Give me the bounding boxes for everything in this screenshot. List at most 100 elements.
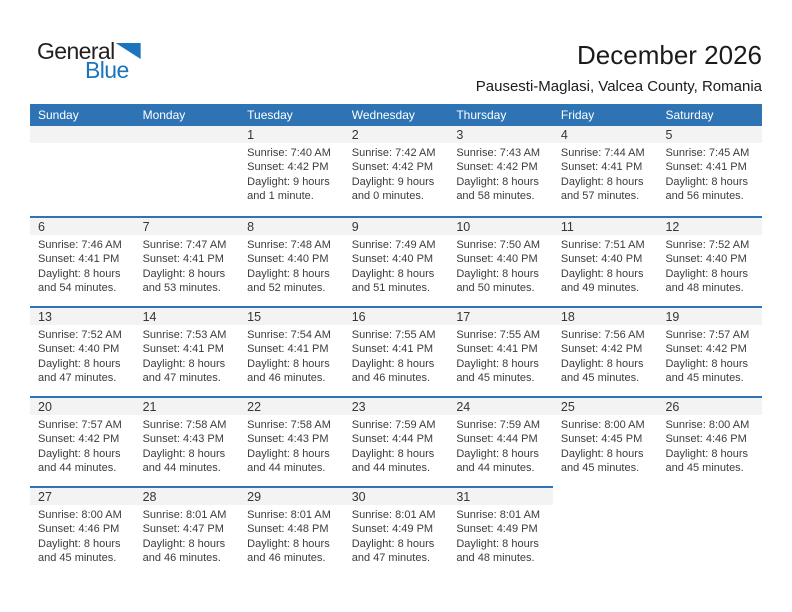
sunset-text: Sunset: 4:49 PM: [352, 522, 443, 536]
day-number: 29: [247, 490, 262, 504]
day-details: Sunrise: 7:52 AM Sunset: 4:40 PM Daylight:…: [657, 235, 762, 295]
day-number-band: 4: [552, 126, 658, 143]
weekday-header-monday: Monday: [142, 108, 186, 122]
sunrise-text: Sunrise: 7:50 AM: [456, 238, 547, 252]
sunrise-value: 7:55 AM: [395, 329, 436, 341]
sunrise-text: Sunrise: 7:55 AM: [456, 328, 547, 342]
daylight-value: 8 hours and 46 minutes.: [247, 537, 330, 564]
sunset-text: Sunset: 4:42 PM: [665, 342, 756, 356]
sunrise-label: Sunrise:: [351, 509, 393, 521]
sunset-text: Sunset: 4:46 PM: [665, 432, 756, 446]
calendar-day-cell-17: 17 Sunrise: 7:55 AM Sunset: 4:41 PM Dayligh…: [448, 306, 553, 396]
day-number: 22: [247, 400, 262, 414]
sunrise-value: 7:44 AM: [604, 147, 645, 159]
calendar-day-cell-22: 22 Sunrise: 7:58 AM Sunset: 4:43 PM Dayligh…: [239, 396, 344, 486]
daylight-value: 8 hours and 47 minutes.: [351, 537, 435, 564]
daylight-label: Daylight:: [560, 357, 604, 370]
daylight-value: 8 hours and 58 minutes.: [456, 175, 539, 202]
sunrise-label: Sunrise:: [142, 419, 183, 431]
sunset-text: Sunset: 4:41 PM: [665, 160, 756, 174]
daylight-value: 8 hours and 46 minutes.: [142, 537, 226, 564]
sunset-value: 4:44 PM: [392, 433, 434, 446]
sunset-label: Sunset:: [38, 253, 76, 266]
daylight-value: 8 hours and 44 minutes.: [351, 447, 435, 474]
weekday-header-friday: Friday: [560, 108, 595, 122]
day-number: [30, 126, 135, 128]
sunset-value: 4:40 PM: [78, 343, 120, 356]
sunrise-text: Sunrise: 8:01 AM: [352, 508, 443, 522]
daylight-text: Daylight: 8 hours and 44 minutes.: [456, 447, 547, 476]
day-number-band: 15: [239, 306, 344, 325]
daylight-text: Daylight: 8 hours and 45 minutes.: [561, 357, 652, 386]
day-number-band: 18: [552, 306, 658, 325]
day-number-band: 31: [448, 486, 553, 505]
calendar-week-row: 20 Sunrise: 7:57 AM Sunset: 4:42 PM Dayligh…: [30, 396, 763, 486]
sunset-value: 4:42 PM: [78, 433, 120, 446]
sunset-text: Sunset: 4:40 PM: [352, 252, 443, 266]
sunset-value: 4:42 PM: [496, 161, 538, 174]
sunset-value: 4:41 PM: [182, 343, 224, 356]
sunrise-value: 7:59 AM: [499, 419, 541, 431]
daylight-label: Daylight:: [456, 175, 500, 188]
calendar-day-cell-6: 6 Sunrise: 7:46 AM Sunset: 4:41 PM Daylight…: [30, 216, 135, 306]
sunset-label: Sunset:: [247, 253, 285, 266]
daylight-value: 8 hours and 46 minutes.: [351, 357, 435, 384]
sunset-text: Sunset: 4:40 PM: [561, 252, 652, 266]
sunrise-text: Sunrise: 7:48 AM: [247, 238, 338, 252]
sunset-text: Sunset: 4:44 PM: [352, 432, 443, 446]
day-details: Sunrise: 7:55 AM Sunset: 4:41 PM Daylight:…: [344, 325, 449, 385]
day-number-band: [134, 126, 240, 143]
day-number: [135, 126, 240, 128]
daylight-text: Daylight: 8 hours and 54 minutes.: [38, 267, 129, 296]
sunrise-value: 8:01 AM: [186, 509, 227, 521]
day-details: Sunrise: 7:59 AM Sunset: 4:44 PM Daylight:…: [344, 415, 449, 475]
daylight-value: 8 hours and 56 minutes.: [665, 175, 749, 202]
sunrise-value: 7:54 AM: [290, 329, 331, 341]
sunset-label: Sunset:: [247, 523, 285, 536]
calendar-day-cell-9: 9 Sunrise: 7:49 AM Sunset: 4:40 PM Daylight…: [343, 216, 449, 306]
day-details: Sunrise: 7:55 AM Sunset: 4:41 PM Daylight:…: [448, 325, 553, 385]
sunrise-value: 7:52 AM: [81, 329, 122, 341]
calendar-week-row: 27 Sunrise: 8:00 AM Sunset: 4:46 PM Dayligh…: [30, 486, 763, 576]
calendar-day-cell-3: 3 Sunrise: 7:43 AM Sunset: 4:42 PM Daylight…: [448, 126, 553, 216]
sunset-text: Sunset: 4:42 PM: [352, 160, 443, 174]
sunset-text: Sunset: 4:41 PM: [561, 160, 652, 174]
day-number: 8: [247, 220, 255, 234]
sunset-label: Sunset:: [38, 433, 76, 446]
sunset-text: Sunset: 4:43 PM: [247, 432, 338, 446]
day-number-band: 16: [343, 306, 449, 325]
sunrise-label: Sunrise:: [38, 329, 79, 341]
sunset-value: 4:46 PM: [705, 433, 747, 446]
sunset-label: Sunset:: [247, 161, 285, 174]
sunset-text: Sunset: 4:41 PM: [38, 252, 129, 266]
day-number-band: 2: [343, 126, 449, 143]
calendar-day-cell-28: 28 Sunrise: 8:01 AM Sunset: 4:47 PM Dayligh…: [134, 486, 240, 576]
sunset-text: Sunset: 4:40 PM: [665, 252, 756, 266]
day-number-band: 23: [343, 396, 449, 415]
calendar-day-cell-31: 31 Sunrise: 8:01 AM Sunset: 4:49 PM Dayligh…: [448, 486, 553, 576]
day-number: 2: [351, 128, 359, 142]
sunrise-value: 7:56 AM: [604, 329, 645, 341]
day-details: Sunrise: 8:00 AM Sunset: 4:46 PM Daylight:…: [657, 415, 762, 475]
sunset-label: Sunset:: [560, 161, 599, 174]
daylight-label: Daylight:: [665, 267, 709, 280]
day-number: 10: [456, 220, 471, 234]
sunset-value: 4:46 PM: [78, 523, 120, 536]
daylight-value: 8 hours and 45 minutes.: [456, 357, 539, 384]
sunrise-value: 7:59 AM: [395, 419, 436, 431]
day-details: Sunrise: 7:47 AM Sunset: 4:41 PM Daylight:…: [135, 235, 240, 295]
sunrise-text: Sunrise: 8:01 AM: [456, 508, 547, 522]
daylight-value: 8 hours and 51 minutes.: [351, 267, 435, 294]
day-number: 28: [142, 490, 157, 504]
daylight-label: Daylight:: [247, 357, 290, 370]
page-subtitle: Pausesti-Maglasi, Valcea County, Romania: [475, 78, 762, 95]
sunrise-text: Sunrise: 7:52 AM: [665, 238, 756, 252]
calendar-day-cell-10: 10 Sunrise: 7:50 AM Sunset: 4:40 PM Dayligh…: [448, 216, 553, 306]
sunrise-text: Sunrise: 7:46 AM: [38, 238, 129, 252]
sunrise-value: 8:01 AM: [290, 509, 331, 521]
daylight-text: Daylight: 8 hours and 46 minutes.: [247, 537, 338, 566]
daylight-label: Daylight:: [38, 357, 81, 370]
calendar-day-cell-29: 29 Sunrise: 8:01 AM Sunset: 4:48 PM Dayligh…: [239, 486, 344, 576]
day-details: Sunrise: 7:57 AM Sunset: 4:42 PM Daylight:…: [30, 415, 135, 475]
day-details: Sunrise: 8:01 AM Sunset: 4:48 PM Daylight:…: [239, 505, 344, 565]
